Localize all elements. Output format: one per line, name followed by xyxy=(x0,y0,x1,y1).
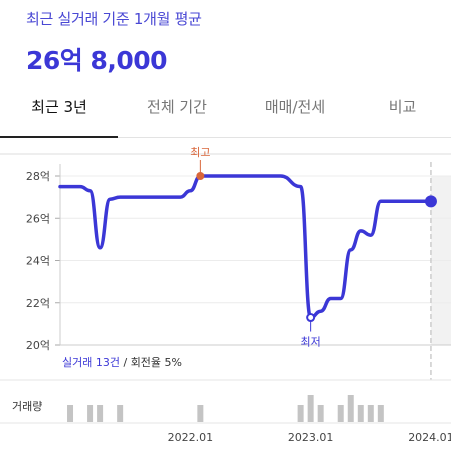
period-tabs: 최근 3년 전체 기간 매매/전세 비교 xyxy=(0,90,451,138)
volume-bar[interactable] xyxy=(347,395,354,422)
price-line xyxy=(58,174,433,320)
data-point[interactable] xyxy=(358,228,364,234)
transaction-separator: / xyxy=(120,356,131,369)
x-tick-label: 2022.01 xyxy=(168,431,214,444)
y-tick-label: 22억 xyxy=(26,297,50,310)
low-label: 최저 xyxy=(301,336,321,349)
data-point[interactable] xyxy=(338,296,344,302)
y-tick-label: 28억 xyxy=(26,170,50,183)
volume-bar[interactable] xyxy=(97,405,104,422)
data-point[interactable] xyxy=(187,188,193,194)
data-point[interactable] xyxy=(67,184,73,190)
volume-bar[interactable] xyxy=(377,405,384,422)
data-point[interactable] xyxy=(348,247,354,253)
data-point[interactable] xyxy=(328,296,334,302)
volume-bar[interactable] xyxy=(337,405,344,422)
high-label: 최고 xyxy=(190,146,210,159)
data-point[interactable] xyxy=(87,188,93,194)
low-marker xyxy=(306,313,316,323)
data-point[interactable] xyxy=(398,198,404,204)
high-marker xyxy=(196,172,205,180)
tab-all-period[interactable]: 전체 기간 xyxy=(147,98,207,116)
y-tick-label: 20억 xyxy=(26,339,50,352)
data-point[interactable] xyxy=(147,194,153,200)
data-point[interactable] xyxy=(237,173,243,179)
x-tick-label: 2024.01 xyxy=(408,431,451,444)
volume-bar[interactable] xyxy=(357,405,364,422)
volume-bar[interactable] xyxy=(307,395,314,422)
data-point[interactable] xyxy=(278,173,284,179)
average-price: 26억 8,000 xyxy=(26,46,168,75)
data-point[interactable] xyxy=(117,194,123,200)
volume-bar[interactable] xyxy=(197,405,204,422)
volume-bar[interactable] xyxy=(67,405,74,422)
price-subtitle: 최근 실거래 기준 1개월 평균 xyxy=(26,10,202,28)
data-point[interactable] xyxy=(318,308,324,314)
volume-label: 거래량 xyxy=(12,400,42,413)
volume-bar[interactable] xyxy=(297,405,304,422)
data-point[interactable] xyxy=(368,232,374,238)
data-point[interactable] xyxy=(177,194,183,200)
transaction-count: 실거래 13건 xyxy=(62,356,120,369)
transaction-summary: 실거래 13건 / 회전율 5% xyxy=(62,356,182,369)
data-point[interactable] xyxy=(298,184,304,190)
volume-bar[interactable] xyxy=(367,405,374,422)
x-tick-label: 2023.01 xyxy=(288,431,334,444)
volume-bar[interactable] xyxy=(317,405,324,422)
y-tick-label: 24억 xyxy=(26,255,50,268)
tab-recent-3-years[interactable]: 최근 3년 xyxy=(0,90,118,138)
data-point[interactable] xyxy=(77,184,83,190)
tab-sale-lease[interactable]: 매매/전세 xyxy=(264,98,326,116)
tab-compare[interactable]: 비교 xyxy=(388,98,417,116)
current-point-marker[interactable] xyxy=(424,195,437,208)
price-header: 최근 실거래 기준 1개월 평균 26억 8,000 xyxy=(26,8,202,77)
y-tick-label: 26억 xyxy=(26,212,50,225)
turnover-rate: 회전율 5% xyxy=(131,356,182,369)
volume-bar[interactable] xyxy=(117,405,124,422)
volume-bar[interactable] xyxy=(87,405,94,422)
data-point[interactable] xyxy=(107,196,113,202)
data-point[interactable] xyxy=(97,245,103,251)
data-point[interactable] xyxy=(378,198,384,204)
